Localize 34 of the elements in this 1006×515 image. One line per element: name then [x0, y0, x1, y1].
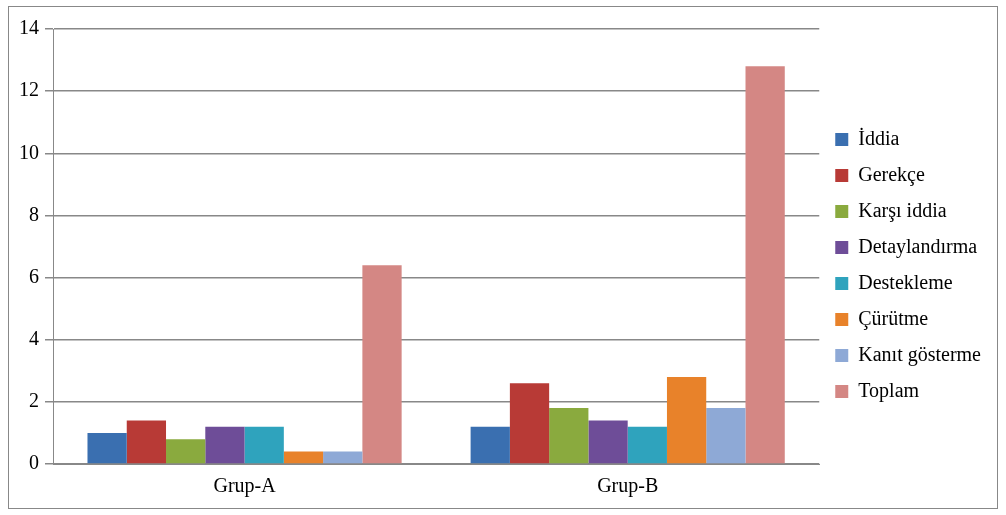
bar [706, 408, 746, 464]
bar [627, 426, 667, 464]
bar [588, 420, 628, 464]
bar [666, 377, 707, 464]
bar [283, 451, 324, 464]
x-tick-label: Grup-A [213, 474, 277, 498]
y-tick-label: 14 [19, 16, 39, 39]
bar [470, 426, 510, 464]
bar [549, 408, 589, 464]
bar [509, 383, 550, 464]
bar [244, 426, 284, 464]
legend-label: Destekleme [858, 270, 953, 293]
y-tick-label: 2 [29, 389, 39, 412]
bar [126, 420, 167, 464]
y-tick-label: 6 [29, 264, 39, 287]
y-tick-label: 4 [29, 326, 39, 349]
y-tick-label: 12 [19, 78, 39, 101]
bar [362, 265, 402, 464]
legend-label: Detaylandırma [858, 234, 978, 258]
bar [87, 432, 127, 464]
legend-label: Çürütme [858, 306, 929, 330]
x-tick-label: Grup-B [597, 474, 659, 498]
legend-label: İddia [858, 126, 900, 149]
bar [323, 451, 363, 464]
legend-label: Gerekçe [858, 162, 925, 186]
legend-label: Karşı iddia [858, 198, 947, 222]
bar [745, 66, 785, 464]
bar [166, 439, 206, 464]
legend-label: Toplam [858, 378, 920, 402]
y-tick-label: 8 [29, 202, 39, 225]
y-tick-label: 10 [19, 140, 39, 163]
legend-label: Kanıt gösterme [858, 342, 982, 366]
y-tick-label: 0 [29, 451, 39, 474]
bar [205, 426, 245, 464]
